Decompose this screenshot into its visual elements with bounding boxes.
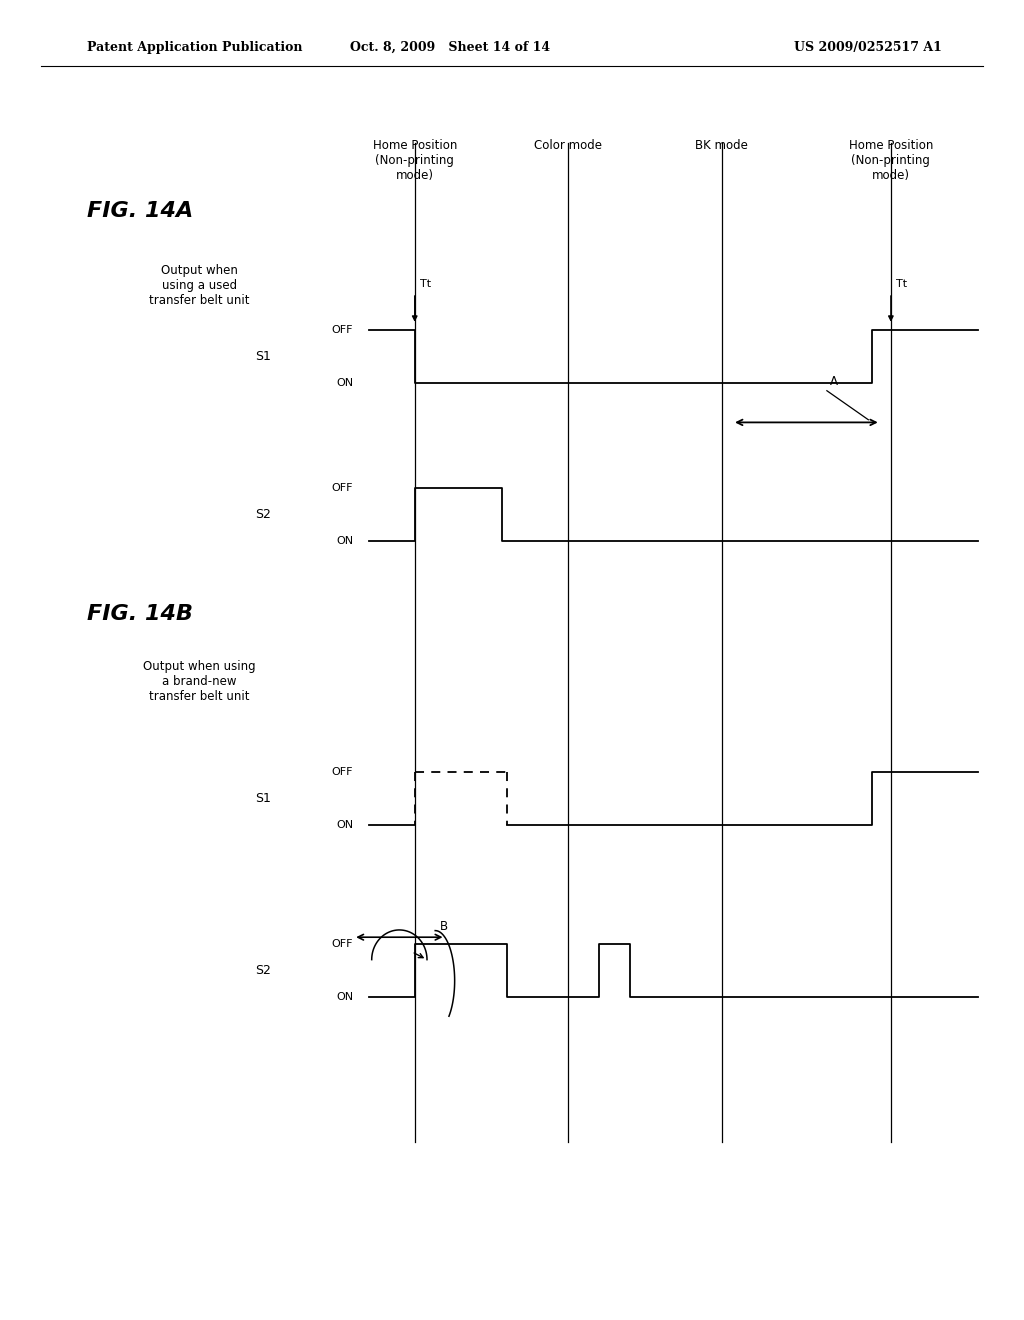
Text: BK mode: BK mode — [695, 139, 749, 152]
Text: S1: S1 — [255, 350, 271, 363]
Text: Patent Application Publication: Patent Application Publication — [87, 41, 302, 54]
Text: Home Position
(Non-printing
mode): Home Position (Non-printing mode) — [373, 139, 457, 182]
Text: ON: ON — [336, 536, 353, 546]
Text: Tt: Tt — [420, 279, 431, 289]
Text: Home Position
(Non-printing
mode): Home Position (Non-printing mode) — [849, 139, 933, 182]
Text: B: B — [440, 920, 449, 933]
Text: Output when
using a used
transfer belt unit: Output when using a used transfer belt u… — [150, 264, 250, 308]
Text: ON: ON — [336, 991, 353, 1002]
Text: OFF: OFF — [332, 325, 353, 335]
Text: OFF: OFF — [332, 939, 353, 949]
Text: Oct. 8, 2009   Sheet 14 of 14: Oct. 8, 2009 Sheet 14 of 14 — [350, 41, 551, 54]
Text: FIG. 14A: FIG. 14A — [87, 201, 194, 222]
Text: US 2009/0252517 A1: US 2009/0252517 A1 — [795, 41, 942, 54]
Text: A: A — [829, 375, 838, 388]
Text: S2: S2 — [255, 964, 271, 977]
Text: Color mode: Color mode — [535, 139, 602, 152]
Text: FIG. 14B: FIG. 14B — [87, 603, 194, 624]
Text: OFF: OFF — [332, 767, 353, 777]
Text: OFF: OFF — [332, 483, 353, 494]
Text: S1: S1 — [255, 792, 271, 805]
Text: Tt: Tt — [896, 279, 907, 289]
Text: Output when using
a brand-new
transfer belt unit: Output when using a brand-new transfer b… — [143, 660, 256, 704]
Text: ON: ON — [336, 820, 353, 830]
Text: ON: ON — [336, 378, 353, 388]
Text: S2: S2 — [255, 508, 271, 521]
